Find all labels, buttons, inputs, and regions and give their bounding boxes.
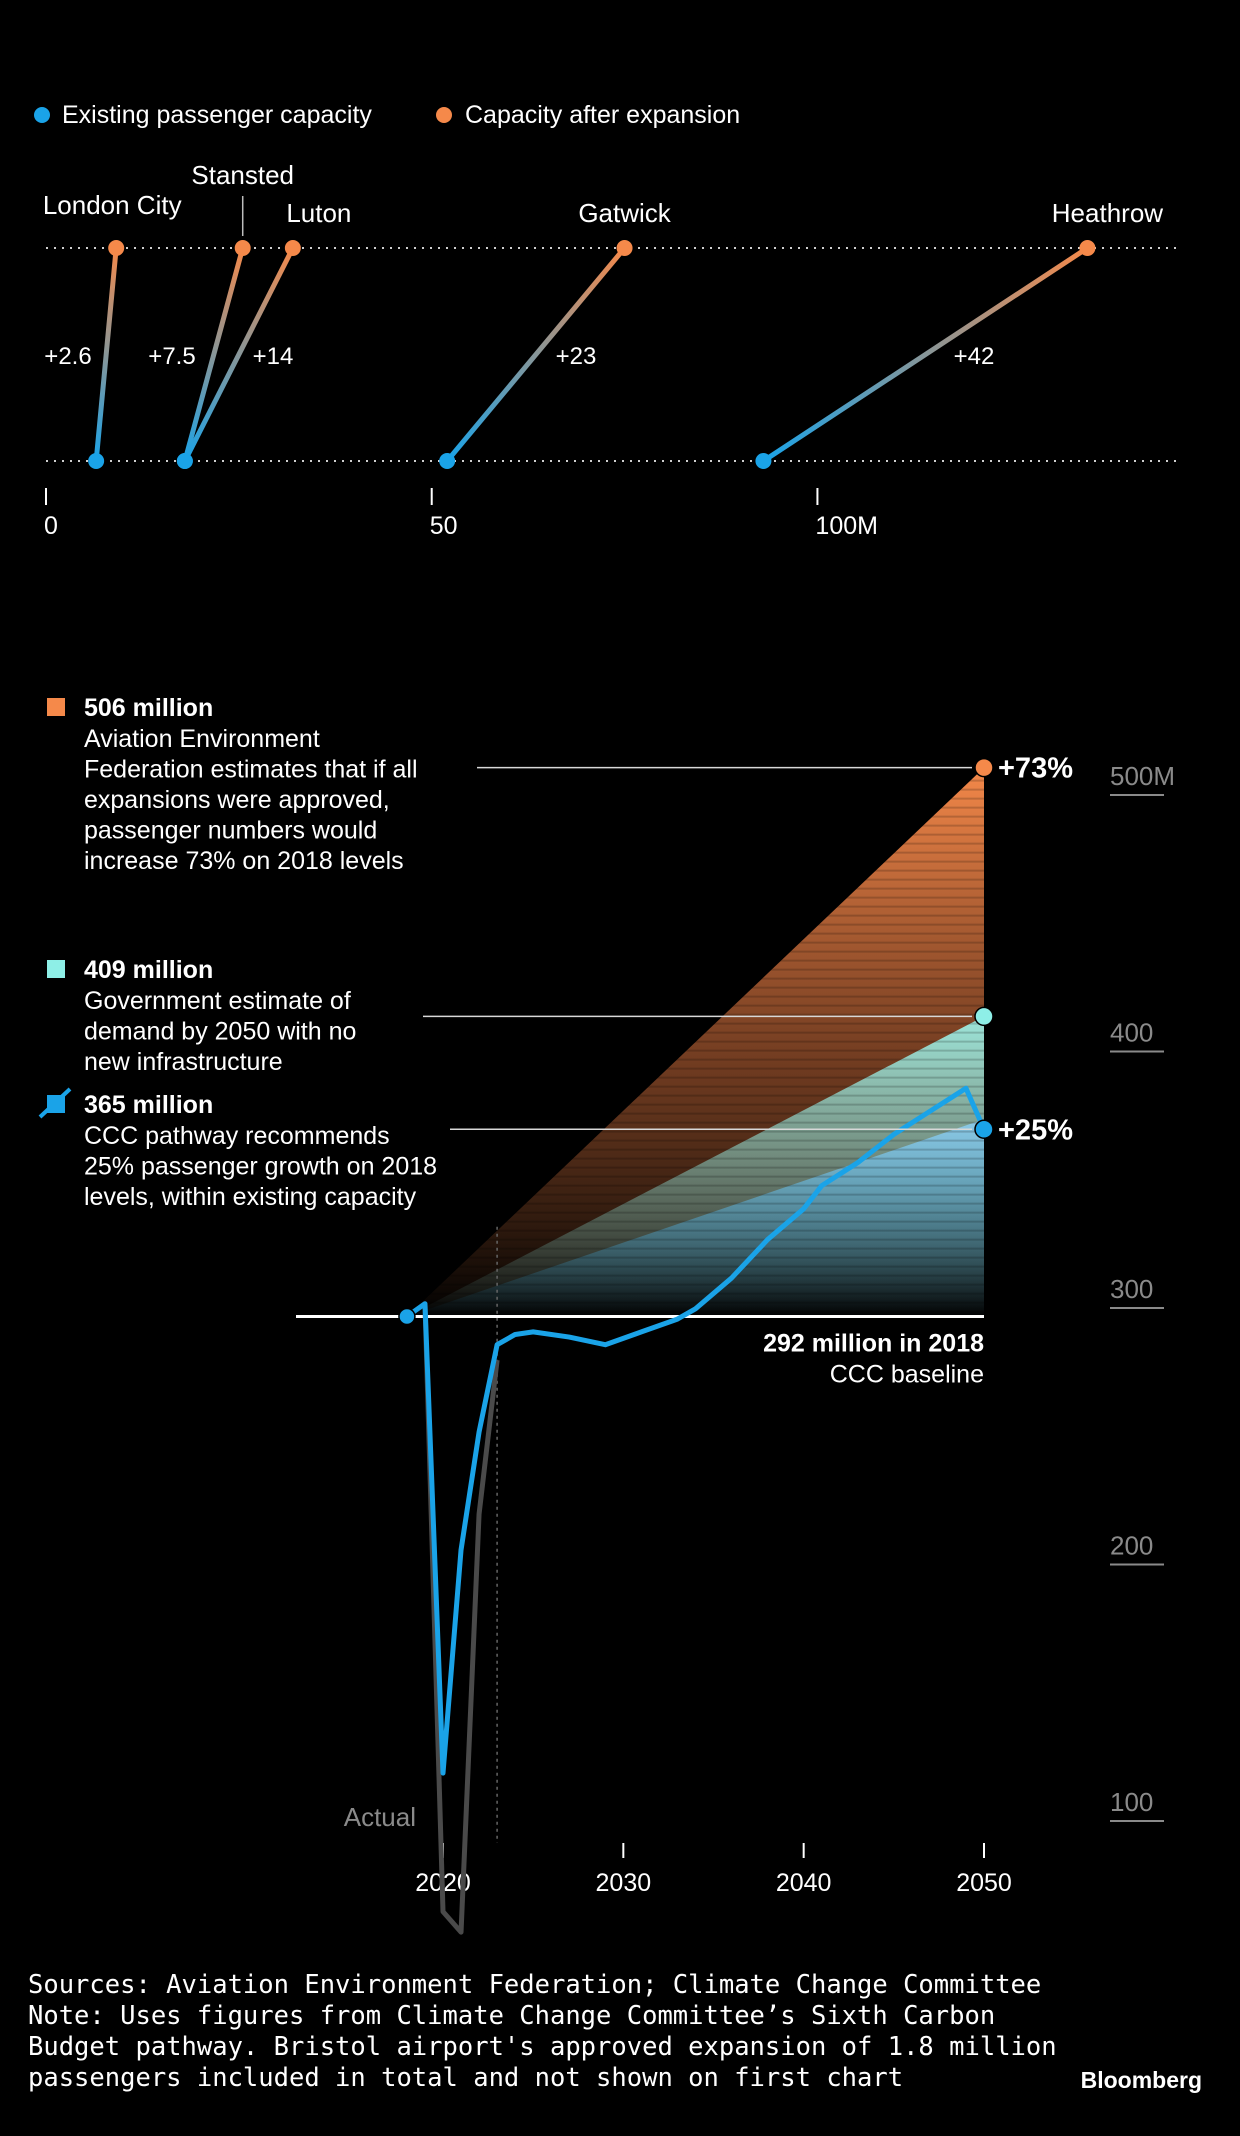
government-endpoint-dot [974, 1006, 994, 1027]
aef-text-line-4: passenger numbers would [84, 817, 377, 845]
stem-luton [182, 246, 296, 463]
y-tick-label-1: 200 [1110, 1531, 1153, 1561]
legend-expanded-marker [436, 107, 452, 123]
footer-sources: Sources: Aviation Environment Federation… [28, 1970, 1041, 2000]
ccc-pathway-line [405, 1085, 987, 1776]
expanded-dot-heathrow [1079, 240, 1096, 256]
aef-text-line-5: increase 73% on 2018 levels [84, 847, 404, 875]
aef-endpoint-dot [974, 757, 994, 778]
actual-series-line [422, 1303, 500, 1935]
footer-note-line-3: passengers included in total and not sho… [28, 2063, 903, 2093]
airport-label-london-city: London City [43, 190, 182, 220]
government-text-line-1: Government estimate of [84, 987, 351, 1015]
legend-existing-marker [34, 107, 50, 123]
aef-heading: 506 million [84, 694, 213, 722]
chart2-title-line-1: If All Were Approved, the CCC’s “Balance… [30, 583, 1002, 620]
y-tick-label-4: 500M [1110, 761, 1175, 791]
x-tick-label-1: 50 [430, 512, 458, 540]
footer-note-line-1: Note: Uses figures from Climate Change C… [28, 2001, 995, 2031]
y-tick-label-0: 100 [1110, 1787, 1153, 1817]
ccc-legend-slash [38, 1087, 72, 1119]
ccc-text-line-2: 25% passenger growth on 2018 [84, 1153, 437, 1181]
delta-label-heathrow: +42 [954, 343, 995, 370]
baseline-dot [398, 1307, 416, 1326]
x-tick-label-1: 2030 [596, 1869, 652, 1897]
government-text-line-3: new infrastructure [84, 1048, 283, 1076]
delta-label-stansted: +7.5 [148, 343, 195, 370]
footer-note-line-2: Budget pathway. Bristol airport's approv… [28, 2032, 1057, 2062]
wedge-stripes [406, 770, 984, 1313]
delta-label-london-city: +2.6 [44, 343, 91, 370]
government-text-line-2: demand by 2050 with no [84, 1018, 356, 1046]
aef-pct-label: +73% [998, 753, 1073, 785]
chart1-title: UK Airport Expansion Plans Would Add 90 … [28, 44, 1098, 80]
x-tick-label-2: 2040 [776, 1869, 832, 1897]
y-tick-label-2: 300 [1110, 1274, 1153, 1304]
ccc-text-line-3: levels, within existing capacity [84, 1183, 417, 1211]
x-tick-label-0: 0 [44, 512, 58, 540]
existing-dot-london-city [88, 453, 105, 469]
airport-label-luton: Luton [286, 198, 351, 228]
aef-legend-marker [47, 698, 65, 716]
expanded-dot-london-city [108, 240, 125, 256]
ccc-heading: 365 million [84, 1091, 213, 1119]
ccc-pct-label: +25% [998, 1114, 1073, 1146]
x-tick-label-3: 2050 [956, 1869, 1012, 1897]
airport-label-stansted: Stansted [191, 160, 294, 190]
actual-series-label: Actual [344, 1802, 416, 1832]
delta-label-gatwick: +23 [556, 343, 597, 370]
aef-text-line-3: expansions were approved, [84, 786, 390, 814]
legend-expanded-label: Capacity after expansion [465, 101, 740, 129]
airport-dumbbell-chart: 0 50 100M London City +2.6 Stansted +7.5 Luton +… [43, 160, 1180, 540]
stem-stansted [182, 247, 246, 462]
expanded-dot-stansted [234, 240, 251, 256]
airport-label-heathrow: Heathrow [1052, 198, 1163, 228]
ccc-text-line-1: CCC pathway recommends [84, 1122, 390, 1150]
bloomberg-logo: Bloomberg [1081, 2067, 1202, 2093]
aef-text-line-1: Aviation Environment [84, 725, 320, 753]
stem-heathrow [762, 245, 1089, 464]
existing-dot-gatwick [439, 453, 456, 469]
y-tick-label-3: 400 [1110, 1018, 1153, 1048]
airport-label-gatwick: Gatwick [578, 198, 671, 228]
existing-dot-heathrow [755, 453, 772, 469]
government-legend-marker [47, 960, 65, 978]
chart2-title-line-2: Would Be Exceeded by 141 Million Passeng… [30, 627, 871, 664]
delta-label-luton: +14 [253, 343, 294, 370]
expanded-dot-luton [284, 240, 301, 256]
government-heading: 409 million [84, 956, 213, 984]
existing-dot-luton [176, 453, 193, 469]
legend-existing-label: Existing passenger capacity [62, 101, 372, 129]
ccc-wedge-area [406, 1119, 984, 1317]
stem-gatwick [445, 246, 627, 463]
stem-london-city [93, 247, 119, 462]
expanded-dot-gatwick [616, 240, 633, 256]
baseline-sublabel: CCC baseline [830, 1361, 984, 1389]
baseline-label: 292 million in 2018 [763, 1330, 984, 1358]
ccc-endpoint-dot [974, 1119, 994, 1140]
aef-text-line-2: Federation estimates that if all [84, 756, 418, 784]
x-tick-label-2: 100M [815, 512, 878, 540]
